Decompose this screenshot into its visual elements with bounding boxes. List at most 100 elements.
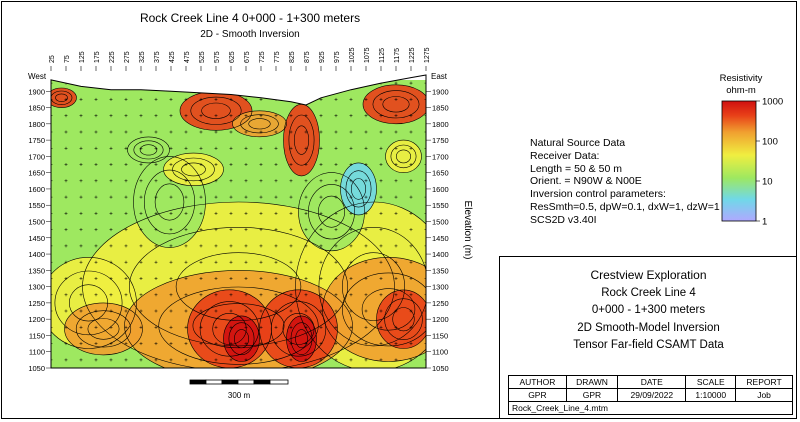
station-marker <box>289 228 293 232</box>
station-marker <box>379 342 383 346</box>
company-name: Crestview Exploration <box>590 268 707 282</box>
station-marker <box>199 146 203 150</box>
x-tick-label: 1225 <box>409 47 416 63</box>
station-marker <box>349 130 353 134</box>
station-marker <box>259 179 263 183</box>
station-marker <box>214 325 218 329</box>
station-marker <box>289 325 293 329</box>
station-marker <box>349 211 353 215</box>
station-marker <box>64 211 68 215</box>
station-marker <box>64 260 68 264</box>
contour-line <box>127 136 170 164</box>
station-marker <box>274 179 278 183</box>
contour-line <box>190 96 242 125</box>
station-marker <box>169 130 173 134</box>
station-marker <box>424 228 426 232</box>
station-marker <box>424 277 426 280</box>
station-marker <box>319 81 323 85</box>
station-marker <box>424 342 426 346</box>
station-marker <box>64 163 68 166</box>
station-marker <box>184 342 188 346</box>
station-marker <box>379 277 383 280</box>
station-marker <box>364 277 368 280</box>
y-tick-label: 1550 <box>28 201 45 210</box>
station-marker <box>244 325 248 329</box>
station-marker <box>64 228 68 232</box>
station-marker <box>424 163 426 166</box>
header-cell: DATE <box>617 375 687 389</box>
station-marker <box>124 114 128 118</box>
station-marker <box>394 358 398 362</box>
station-marker <box>379 211 383 215</box>
station-marker <box>409 277 413 280</box>
station-marker <box>139 260 143 264</box>
x-tick-label: 125 <box>79 51 86 63</box>
station-marker <box>229 358 233 362</box>
station-marker <box>379 244 383 248</box>
y-tick-label: 1600 <box>432 185 449 194</box>
y-tick-label: 1650 <box>432 169 449 178</box>
station-marker <box>244 163 248 166</box>
station-marker <box>64 309 68 313</box>
station-marker <box>349 228 353 232</box>
contour-line <box>199 301 260 357</box>
station-marker <box>379 195 383 199</box>
station-marker <box>319 163 323 166</box>
station-marker <box>51 163 53 166</box>
station-marker <box>79 325 83 329</box>
station-marker <box>64 293 68 297</box>
title-line: Tensor Far-field CSAMT Data <box>573 339 724 351</box>
station-marker <box>409 114 413 118</box>
station-marker <box>139 211 143 215</box>
station-marker <box>424 211 426 215</box>
station-marker <box>94 244 98 248</box>
station-marker <box>154 293 158 297</box>
station-marker <box>79 309 83 313</box>
y-axis-label: Elevation (m) <box>462 201 473 260</box>
station-marker <box>244 130 248 134</box>
resistivity-section <box>51 80 426 368</box>
y-tick-label: 1700 <box>432 152 449 161</box>
station-marker <box>424 309 426 313</box>
station-marker <box>274 244 278 248</box>
contour-line <box>124 270 353 368</box>
x-tick-label: 375 <box>154 51 161 63</box>
station-marker <box>109 358 113 362</box>
station-marker <box>124 211 128 215</box>
contour-line <box>395 149 411 164</box>
info-line: Inversion control parameters: <box>530 188 666 201</box>
station-marker <box>409 211 413 215</box>
station-marker <box>184 244 188 248</box>
station-marker <box>349 325 353 329</box>
station-marker <box>304 130 308 134</box>
station-marker <box>64 358 68 362</box>
station-marker <box>289 342 293 346</box>
y-tick-label: 1650 <box>28 169 45 178</box>
station-marker <box>409 81 413 85</box>
station-marker <box>379 97 383 101</box>
contour-line <box>201 102 231 119</box>
station-marker <box>244 211 248 215</box>
station-marker <box>409 195 413 199</box>
contour-line <box>298 172 365 252</box>
contour-line <box>133 156 206 248</box>
station-marker <box>424 325 426 329</box>
station-marker <box>349 114 353 118</box>
station-marker <box>319 146 323 150</box>
station-marker <box>304 309 308 313</box>
station-marker <box>274 228 278 232</box>
station-marker <box>229 228 233 232</box>
station-marker <box>199 179 203 183</box>
contour-line <box>322 256 426 362</box>
contour-line <box>341 272 426 347</box>
station-marker <box>94 130 98 134</box>
contour-line <box>293 125 309 155</box>
station-marker <box>169 309 173 313</box>
station-marker <box>154 97 158 101</box>
station-marker <box>424 244 426 248</box>
x-tick-label: 425 <box>169 51 176 63</box>
station-marker <box>364 211 368 215</box>
station-marker <box>259 325 263 329</box>
station-marker <box>109 114 113 118</box>
station-marker <box>319 260 323 264</box>
